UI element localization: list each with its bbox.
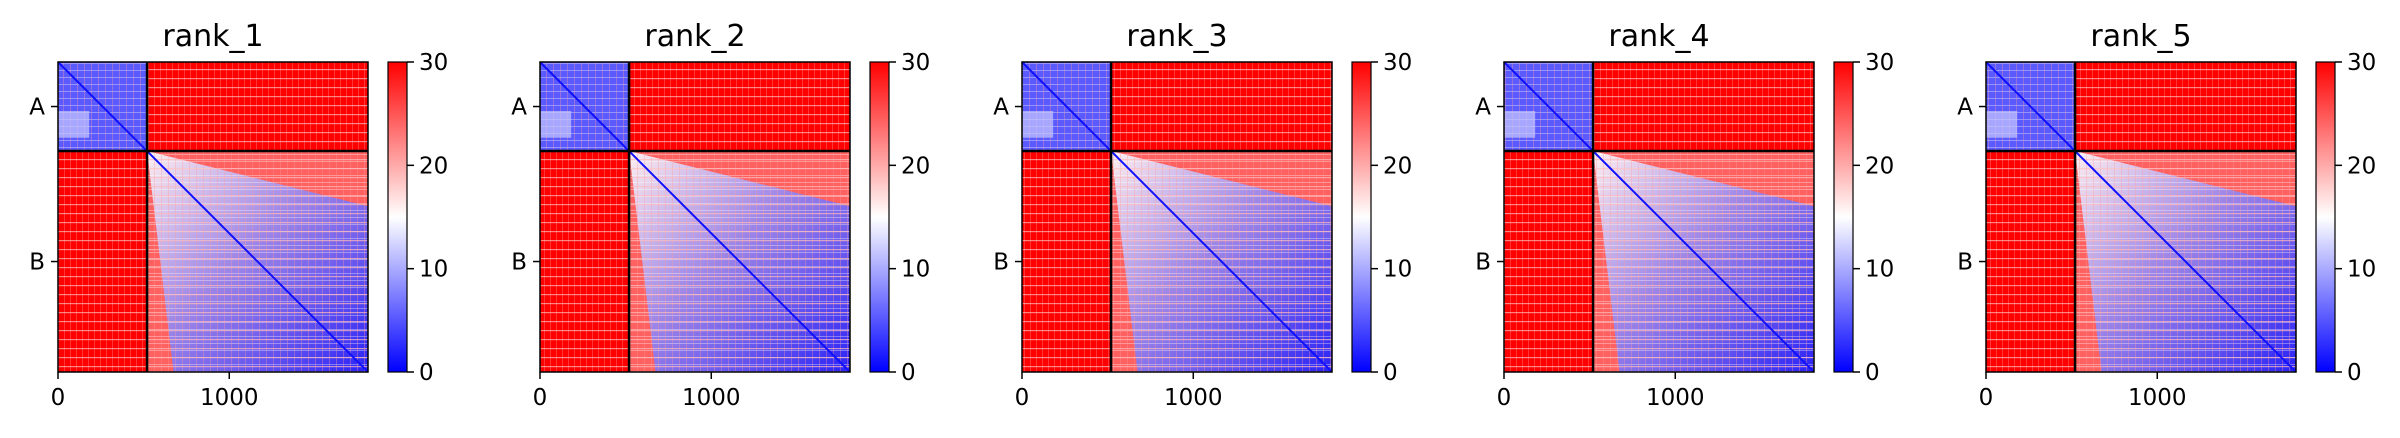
colorbar-tick-label: 10 xyxy=(901,257,930,283)
y-tick-label: A xyxy=(29,95,45,121)
colorbar-tick-label: 20 xyxy=(2347,153,2376,179)
block-a-a-light xyxy=(1504,110,1536,138)
heatmap-diagonal xyxy=(1503,61,1815,373)
y-tick-label: A xyxy=(511,95,527,121)
panel-title: rank_2 xyxy=(644,19,745,54)
colorbar-tick-label: 30 xyxy=(419,50,448,76)
colorbar-tick-label: 0 xyxy=(1865,360,1880,386)
colorbar-tick-label: 0 xyxy=(901,360,916,386)
heatmap-frame xyxy=(539,61,851,373)
panel-title: rank_1 xyxy=(162,19,263,54)
colorbar-tick-label: 20 xyxy=(1383,153,1412,179)
block-a-a-light xyxy=(1986,110,2018,138)
x-tick-label: 1000 xyxy=(200,385,259,411)
heatmap-diagonal xyxy=(539,61,851,373)
colorbar xyxy=(1351,61,1372,373)
block-a-a-light xyxy=(540,110,572,138)
colorbar-tick-label: 20 xyxy=(419,153,448,179)
y-tick-label: B xyxy=(993,250,1009,276)
colorbar-tick-label: 10 xyxy=(1865,257,1894,283)
block-a-a-light xyxy=(1022,110,1054,138)
heatmap-panel-1: rank_1 0 1000 A B 0 10 20 30 xyxy=(29,19,448,411)
heatmap-diagonal xyxy=(1985,61,2297,373)
x-tick-label: 1000 xyxy=(1646,385,1705,411)
block-a-a-light xyxy=(58,110,90,138)
heatmap-panel-5: rank_5 0 1000 A B 0 10 20 30 xyxy=(1957,19,2376,411)
colorbar-tick-label: 0 xyxy=(419,360,434,386)
colorbar-tick-label: 20 xyxy=(901,153,930,179)
x-tick-label: 0 xyxy=(1979,385,1994,411)
colorbar-tick-label: 0 xyxy=(1383,360,1398,386)
heatmap-frame xyxy=(1985,61,2297,373)
x-tick-label: 1000 xyxy=(2128,385,2187,411)
x-tick-label: 0 xyxy=(1497,385,1512,411)
heatmap-frame xyxy=(57,61,369,373)
heatmap-frame xyxy=(1503,61,1815,373)
colorbar-tick-label: 10 xyxy=(2347,257,2376,283)
colorbar-tick-label: 30 xyxy=(1383,50,1412,76)
colorbar-tick-label: 0 xyxy=(2347,360,2362,386)
x-tick-label: 1000 xyxy=(682,385,741,411)
x-tick-label: 0 xyxy=(51,385,66,411)
heatmap-panel-3: rank_3 0 1000 A B 0 10 20 30 xyxy=(993,19,1412,411)
panel-title: rank_5 xyxy=(2090,19,2191,54)
colorbar xyxy=(387,61,408,373)
colorbar-tick-label: 10 xyxy=(419,257,448,283)
x-tick-label: 0 xyxy=(533,385,548,411)
colorbar xyxy=(869,61,890,373)
heatmap-diagonal xyxy=(57,61,369,373)
y-tick-label: A xyxy=(1957,95,1973,121)
colorbar-tick-label: 20 xyxy=(1865,153,1894,179)
panel-title: rank_4 xyxy=(1608,19,1709,54)
panel-title: rank_3 xyxy=(1126,19,1227,54)
colorbar-tick-label: 30 xyxy=(2347,50,2376,76)
x-tick-label: 0 xyxy=(1015,385,1030,411)
x-tick-label: 1000 xyxy=(1164,385,1223,411)
heatmap-panel-2: rank_2 0 1000 A B 0 10 20 30 xyxy=(511,19,930,411)
y-tick-label: A xyxy=(993,95,1009,121)
y-tick-label: B xyxy=(1957,250,1973,276)
heatmap-frame xyxy=(1021,61,1333,373)
colorbar-tick-label: 30 xyxy=(901,50,930,76)
colorbar xyxy=(2315,61,2336,373)
colorbar-tick-label: 10 xyxy=(1383,257,1412,283)
colorbar-tick-label: 30 xyxy=(1865,50,1894,76)
heatmap-panel-4: rank_4 0 1000 A B 0 10 20 30 xyxy=(1475,19,1894,411)
heatmap-diagonal xyxy=(1021,61,1333,373)
colorbar xyxy=(1833,61,1854,373)
y-tick-label: B xyxy=(1475,250,1491,276)
y-tick-label: A xyxy=(1475,95,1491,121)
y-tick-label: B xyxy=(511,250,527,276)
y-tick-label: B xyxy=(29,250,45,276)
